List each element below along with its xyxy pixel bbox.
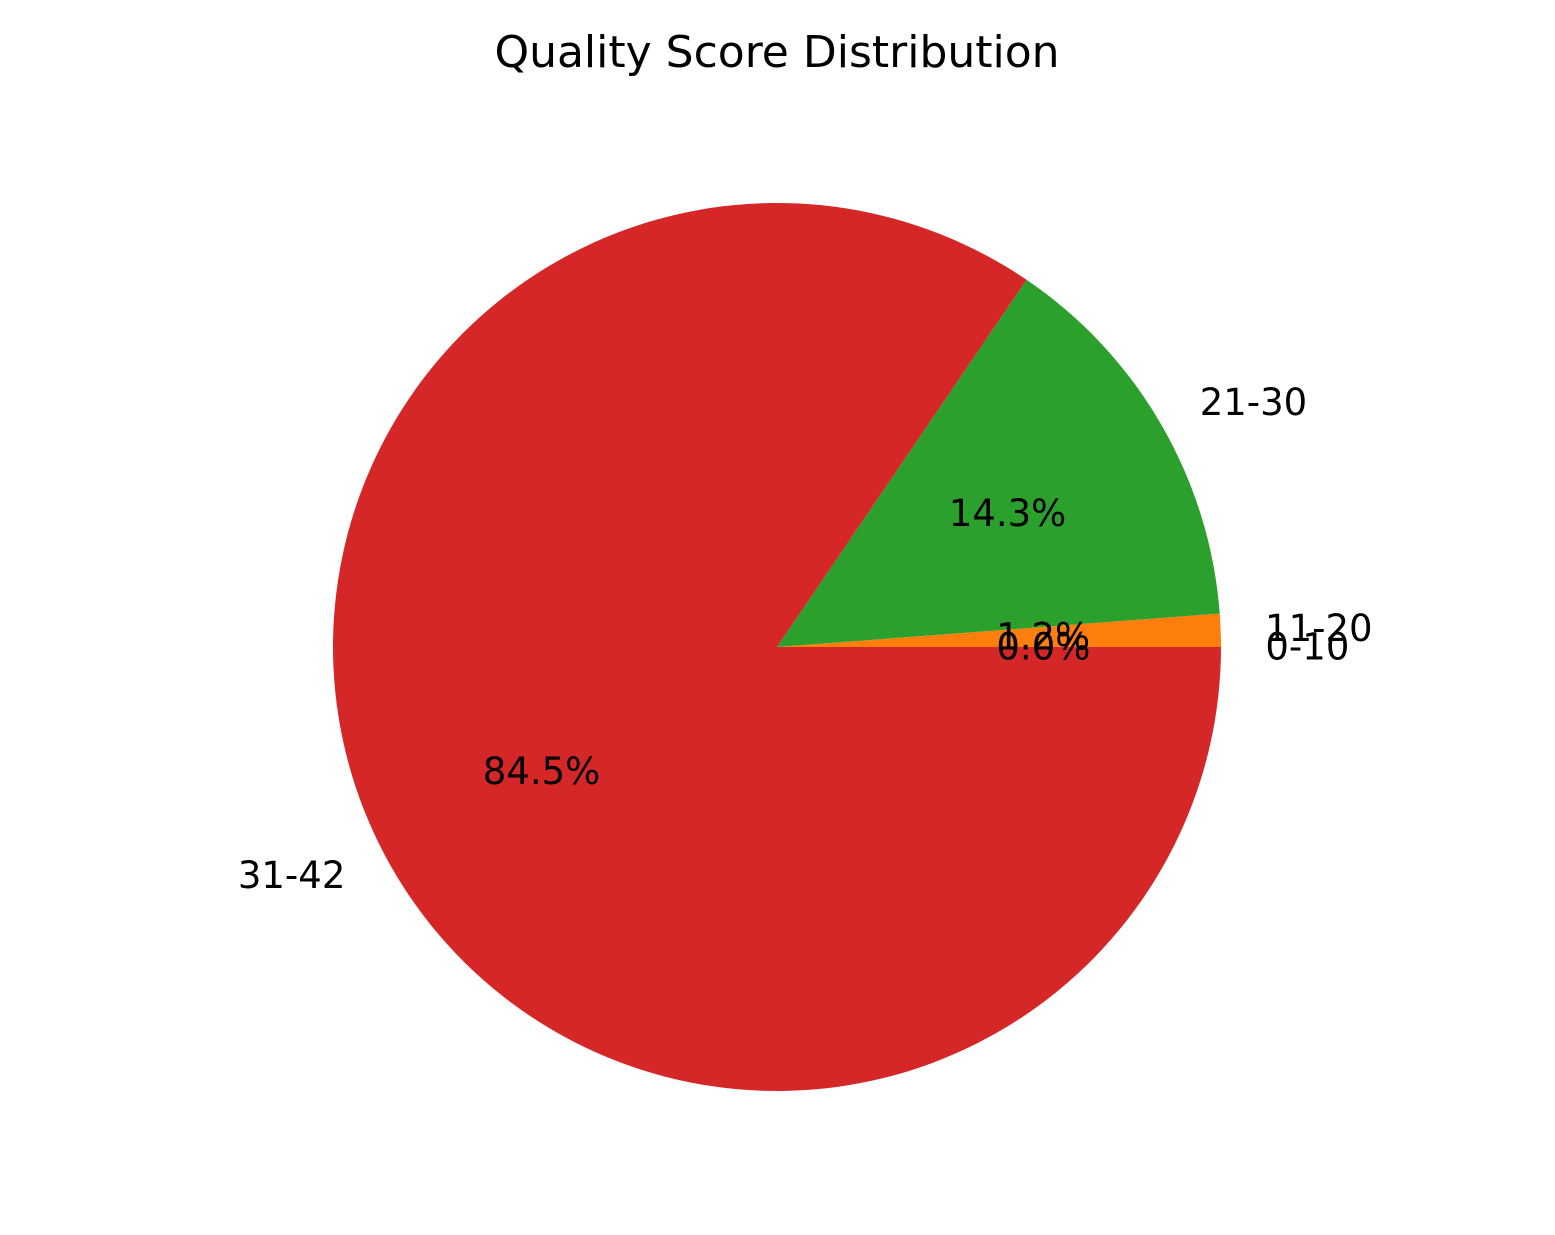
pie-labels: 0-10 0.0% 11-20 1.2% 21-30 14.3% 31-42 84.5% (238, 381, 1373, 897)
chart-title: Quality Score Distribution (494, 27, 1059, 78)
pie-slice-11-20 (777, 613, 1221, 647)
pct-label-11-20: 1.2% (996, 615, 1090, 658)
slice-label-21-30: 21-30 (1200, 381, 1308, 424)
pct-label-21-30: 14.3% (949, 492, 1067, 535)
pie-slice-21-30 (777, 279, 1220, 647)
slice-label-0-10: 0-10 (1265, 626, 1349, 669)
pct-label-0-10: 0.0% (996, 626, 1090, 669)
slice-label-11-20: 11-20 (1265, 607, 1373, 650)
pie-slices (332, 202, 1221, 1091)
slice-label-31-42: 31-42 (238, 854, 346, 897)
pie-slice-31-42 (332, 202, 1221, 1091)
pct-label-31-42: 84.5% (483, 750, 601, 793)
